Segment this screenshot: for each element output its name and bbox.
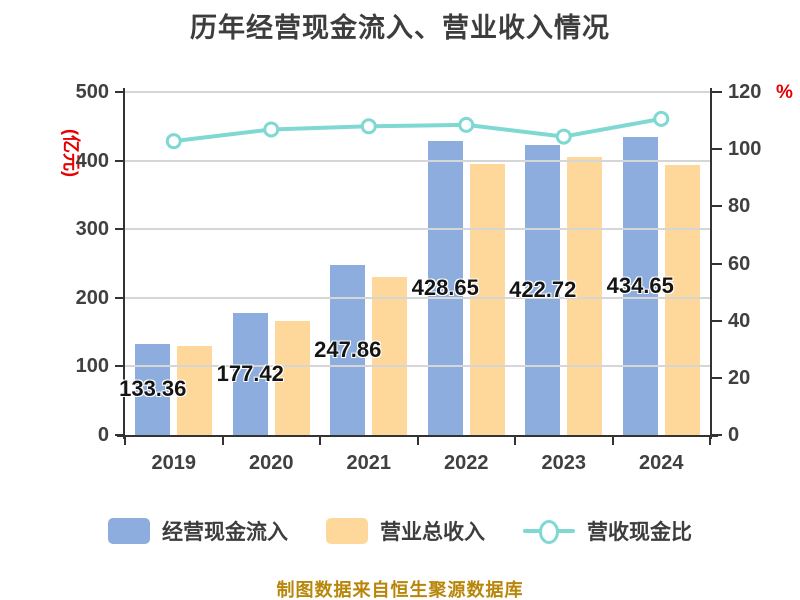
grid-line — [125, 91, 710, 93]
ratio-line — [173, 116, 662, 144]
y-axis-right-tick-label: 80 — [728, 195, 751, 218]
x-tick — [124, 437, 126, 445]
bar-营业总收入-2022 — [469, 164, 505, 435]
ratio-line-marker — [555, 128, 572, 145]
x-axis-category-label: 2021 — [346, 452, 392, 474]
grid-line — [125, 365, 710, 368]
y-tick-right — [712, 434, 722, 436]
x-axis — [117, 435, 718, 437]
chart-title: 历年经营现金流入、营业收入情况 — [190, 13, 610, 43]
bar-经营现金流入-2022 — [427, 140, 463, 435]
legend-swatch-icon — [326, 518, 368, 544]
bar-data-label: 434.65 — [606, 272, 674, 298]
y-axis-right-tick-label: 0 — [728, 424, 740, 446]
x-tick — [709, 437, 711, 445]
bar-经营现金流入-2021 — [330, 264, 366, 435]
grid-line — [125, 159, 710, 162]
legend: 经营现金流入 营业总收入 营收现金比 — [0, 516, 800, 546]
ratio-line-marker — [653, 110, 670, 127]
bar-经营现金流入-2023 — [525, 145, 561, 435]
x-axis-category-label: 2019 — [151, 452, 197, 474]
ratio-line-marker — [165, 133, 182, 150]
legend-label: 经营现金流入 — [162, 521, 288, 544]
y-axis-left — [123, 88, 125, 439]
x-tick — [319, 437, 321, 445]
y-tick-left — [115, 159, 125, 162]
y-tick-right — [712, 376, 722, 379]
x-axis-category-label: 2024 — [639, 452, 684, 474]
grid-line — [125, 296, 710, 299]
bar-经营现金流入-2024 — [622, 136, 658, 435]
legend-label: 营业总收入 — [380, 521, 485, 544]
legend-swatch-icon — [108, 518, 150, 544]
y-axis-right-tick-label: 40 — [728, 309, 751, 332]
legend-line-marker-icon — [523, 518, 575, 544]
bar-营业总收入-2021 — [372, 277, 408, 435]
bar-营业总收入-2020 — [274, 321, 310, 435]
legend-label: 营收现金比 — [587, 521, 692, 544]
y-tick-right — [712, 205, 722, 208]
y-tick-left — [115, 91, 125, 93]
x-tick — [611, 437, 614, 445]
y-axis-tick-label: 0 — [97, 424, 109, 446]
y-axis-tick-label: 200 — [75, 286, 109, 309]
footer-note: 制图数据来自恒生聚源数据库 — [276, 580, 524, 600]
y-tick-left — [115, 228, 125, 231]
y-axis-right-tick-label: 120 — [728, 81, 762, 103]
y-tick-left — [115, 434, 125, 436]
ratio-line-marker — [360, 118, 377, 135]
bar-经营现金流入-2020 — [232, 313, 268, 435]
ratio-line-marker — [263, 121, 280, 138]
y-axis-right — [710, 88, 712, 439]
y-axis-tick-label: 500 — [75, 81, 109, 103]
y-tick-right — [712, 91, 722, 93]
y-axis-right-tick-label: 100 — [728, 138, 762, 161]
y-axis-tick-label: 400 — [75, 149, 109, 172]
bar-data-label: 133.36 — [119, 376, 187, 402]
bar-经营现金流入-2019 — [135, 343, 171, 435]
x-tick — [221, 437, 224, 445]
legend-item-营收现金比: 营收现金比 — [523, 516, 692, 546]
y-axis-right-tick-label: 20 — [728, 366, 751, 389]
bar-data-label: 422.72 — [509, 277, 577, 302]
bar-营业总收入-2023 — [567, 157, 603, 435]
legend-circle-marker — [539, 520, 559, 544]
x-axis-category-label: 2022 — [444, 452, 489, 474]
x-tick — [416, 437, 419, 445]
y-tick-left — [115, 296, 125, 299]
y-axis-right-tick-label: 60 — [728, 252, 751, 275]
y-tick-right — [712, 148, 722, 151]
x-tick — [514, 437, 516, 445]
legend-item-营业总收入: 营业总收入 — [326, 516, 485, 546]
bar-营业总收入-2024 — [664, 165, 700, 435]
legend-item-经营现金流入: 经营现金流入 — [108, 516, 288, 546]
y-tick-right — [712, 319, 722, 322]
x-axis-category-label: 2020 — [249, 452, 294, 474]
y-axis-tick-label: 300 — [75, 218, 109, 241]
bar-data-label: 428.65 — [411, 274, 479, 300]
y-axis-tick-label: 100 — [75, 355, 109, 378]
y-tick-left — [115, 365, 125, 368]
grid-line — [125, 228, 710, 231]
bar-营业总收入-2019 — [177, 345, 213, 435]
y-tick-right — [712, 262, 722, 265]
bar-data-label: 177.42 — [216, 361, 284, 387]
x-axis-category-label: 2023 — [541, 452, 587, 474]
bar-data-label: 247.86 — [314, 336, 382, 362]
right-axis-unit-label: % — [776, 82, 793, 103]
ratio-line-marker — [458, 116, 475, 133]
